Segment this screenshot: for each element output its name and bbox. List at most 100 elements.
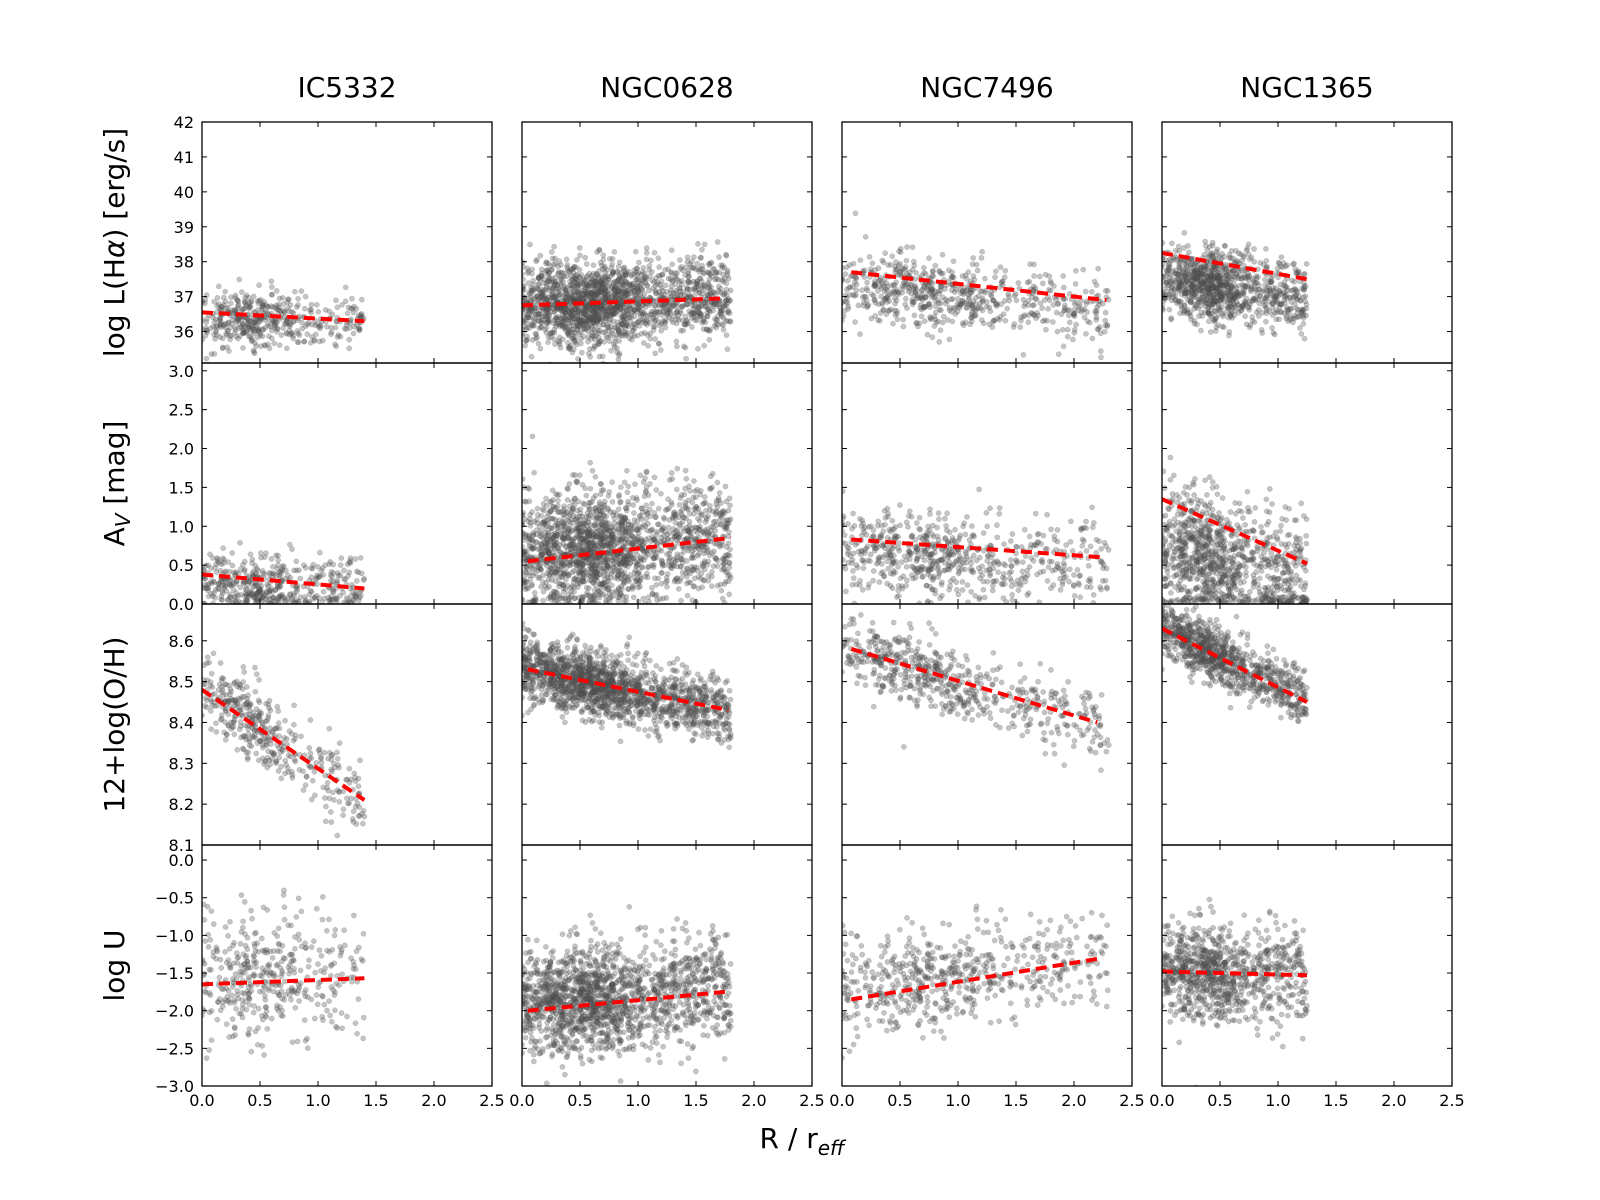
scatter-point <box>308 574 315 581</box>
scatter-point <box>1201 265 1208 272</box>
scatter-point <box>583 305 589 311</box>
scatter-point <box>718 262 724 269</box>
scatter-point <box>575 307 582 314</box>
scatter-point <box>612 291 618 298</box>
scatter-point <box>597 305 604 312</box>
scatter-point <box>616 338 623 344</box>
scatter-point <box>899 285 906 292</box>
scatter-point <box>589 329 595 336</box>
scatter-point <box>891 307 898 314</box>
scatter-point <box>1217 280 1224 287</box>
scatter-point <box>634 285 640 292</box>
scatter-point <box>890 282 897 289</box>
scatter-point <box>600 286 607 292</box>
scatter-point <box>276 594 283 601</box>
scatter-point <box>614 345 620 352</box>
scatter-point <box>272 324 278 331</box>
scatter-point <box>1072 281 1079 287</box>
scatter-point <box>1226 329 1233 335</box>
scatter-point <box>700 317 707 324</box>
scatter-point <box>599 280 605 287</box>
scatter-point <box>646 266 652 273</box>
scatter-point <box>634 282 641 289</box>
scatter-point <box>283 567 289 574</box>
scatter-point <box>349 305 356 312</box>
scatter-point <box>993 268 999 275</box>
scatter-point <box>634 301 641 308</box>
scatter-point <box>1094 304 1100 310</box>
scatter-point <box>1188 265 1195 271</box>
scatter-point <box>570 295 576 301</box>
scatter-point <box>547 330 553 337</box>
scatter-point <box>317 323 324 329</box>
scatter-point <box>580 310 587 317</box>
scatter-point <box>991 317 998 324</box>
scatter-point <box>545 307 551 313</box>
scatter-point <box>904 281 911 287</box>
scatter-point <box>522 259 526 266</box>
scatter-point <box>699 266 706 272</box>
scatter-point <box>710 289 716 295</box>
scatter-point <box>1092 308 1098 315</box>
scatter-point <box>316 338 323 345</box>
scatter-point <box>1252 297 1259 304</box>
scatter-point <box>600 295 607 301</box>
scatter-point <box>589 290 596 297</box>
scatter-point <box>604 267 611 273</box>
scatter-point <box>1215 311 1222 318</box>
scatter-point <box>990 297 997 304</box>
scatter-point <box>1006 297 1013 304</box>
scatter-point <box>1051 283 1057 289</box>
scatter-point <box>255 306 261 313</box>
scatter-point <box>600 329 607 336</box>
scatter-point <box>527 294 534 301</box>
scatter-point <box>588 335 594 342</box>
scatter-point <box>1181 308 1188 315</box>
scatter-point <box>589 332 596 339</box>
scatter-point <box>567 295 574 302</box>
scatter-point <box>551 326 558 333</box>
scatter-point <box>570 265 577 272</box>
scatter-point <box>929 334 936 340</box>
scatter-point <box>317 323 323 329</box>
scatter-point <box>712 271 719 277</box>
scatter-point <box>578 310 585 316</box>
scatter-point <box>630 280 637 287</box>
scatter-point <box>612 304 618 310</box>
scatter-point <box>586 322 593 328</box>
scatter-point <box>1226 251 1233 258</box>
scatter-point <box>596 246 603 253</box>
scatter-point <box>647 330 654 337</box>
scatter-point <box>703 298 709 305</box>
scatter-point <box>250 319 257 326</box>
scatter-point <box>932 288 939 295</box>
scatter-point <box>875 278 882 284</box>
scatter-point <box>615 356 622 363</box>
scatter-point <box>686 308 693 315</box>
scatter-point <box>1176 262 1183 269</box>
scatter-point <box>212 595 219 601</box>
scatter-point <box>1175 298 1182 305</box>
scatter-point <box>337 333 344 340</box>
scatter-point <box>565 316 572 323</box>
scatter-point <box>973 261 980 268</box>
scatter-point <box>205 593 212 600</box>
scatter-point <box>296 332 303 338</box>
scatter-point <box>656 264 663 270</box>
scatter-point <box>707 290 714 297</box>
scatter-point <box>596 323 602 329</box>
scatter-point <box>334 304 341 311</box>
scatter-point <box>248 338 255 345</box>
scatter-point <box>274 565 280 572</box>
scatter-point <box>1194 265 1201 272</box>
scatter-point <box>878 285 885 291</box>
scatter-point <box>595 330 602 336</box>
scatter-point <box>1276 316 1282 323</box>
scatter-point <box>607 313 614 319</box>
scatter-point <box>1186 294 1193 300</box>
scatter-point <box>1229 304 1236 311</box>
scatter-point <box>716 254 722 260</box>
scatter-point <box>1242 275 1249 282</box>
scatter-point <box>259 327 266 333</box>
scatter-point <box>561 306 568 312</box>
